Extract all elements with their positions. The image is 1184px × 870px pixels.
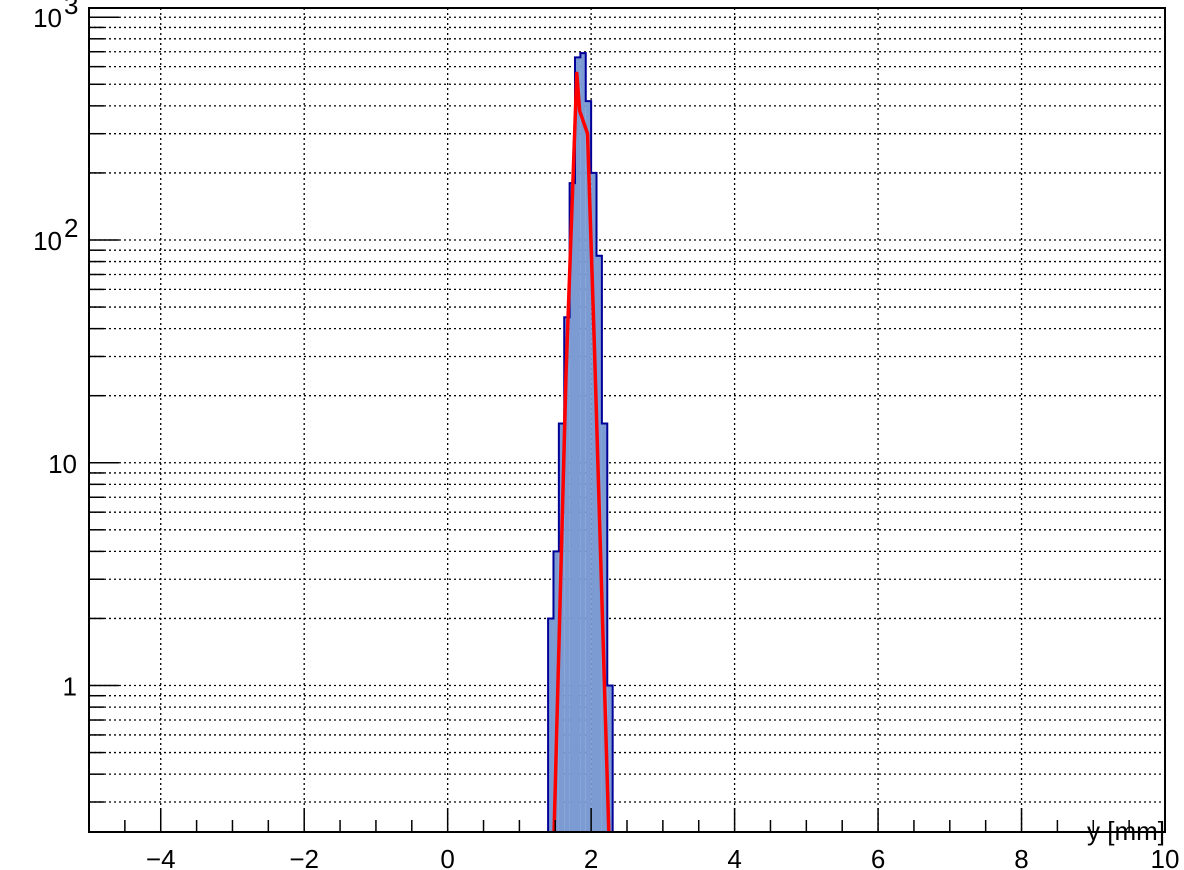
axis-ticks (88, 16, 1166, 832)
y-tick-exponent: 2 (64, 213, 78, 243)
y-tick-label: 10 (48, 449, 77, 479)
y-tick-label: 10 (33, 3, 62, 33)
histogram-bar (585, 101, 592, 832)
grid-lines (89, 8, 1165, 832)
x-tick-label: 10 (1151, 844, 1180, 870)
histogram-bar (607, 685, 613, 832)
x-tick-label: −2 (289, 844, 319, 870)
plot-background (89, 8, 1165, 832)
y-tick-exponent: 3 (64, 0, 78, 20)
histogram-bar (569, 183, 575, 832)
x-tick-label: 0 (440, 844, 454, 870)
histogram-outline (547, 52, 614, 832)
histogram-bar (564, 317, 570, 832)
histogram-bar (601, 423, 608, 832)
x-tick-label: 6 (871, 844, 885, 870)
fit-curve (552, 71, 611, 832)
x-tick-label: −4 (146, 844, 176, 870)
histogram-bar (591, 172, 597, 832)
histogram-bar (548, 618, 554, 832)
histogram-bar (574, 57, 581, 832)
x-tick-label: 4 (727, 844, 741, 870)
y-tick-label: 10 (33, 226, 62, 256)
x-tick-label: 8 (1014, 844, 1028, 870)
histogram-bar (558, 423, 565, 832)
x-tick-label: 2 (584, 844, 598, 870)
y-tick-label: 1 (63, 672, 77, 702)
x-axis-title: y [mm] (1087, 816, 1165, 846)
histogram-bar (580, 53, 586, 832)
fit-curve-group (552, 71, 611, 832)
